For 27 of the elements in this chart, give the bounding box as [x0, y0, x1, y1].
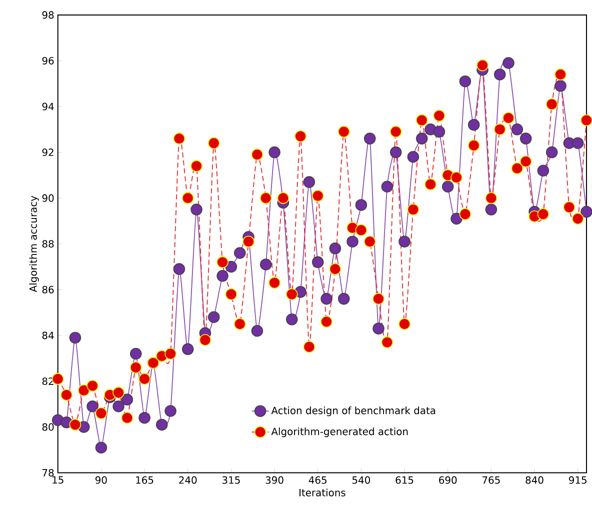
x-tick-label: 465	[308, 476, 326, 484]
x-tick-label: 765	[482, 476, 500, 484]
x-tick-label: 90	[95, 476, 107, 484]
legend-label: Algorithm-generated action	[271, 428, 408, 438]
y-tick-label: 96	[42, 57, 54, 65]
y-tick-label: 84	[42, 332, 54, 340]
y-tick-label: 92	[42, 148, 54, 156]
x-tick-label: 15	[52, 476, 64, 484]
x-tick-label: 315	[222, 476, 240, 484]
y-tick-label: 80	[42, 423, 54, 431]
y-tick-label: 78	[42, 469, 54, 477]
x-tick-label: 390	[266, 476, 284, 484]
legend-label: Action design of benchmark data	[271, 406, 436, 416]
y-tick-label: 88	[42, 240, 54, 248]
y-tick-label: 98	[42, 11, 54, 19]
y-axis-title: Algorithm accuracy	[29, 196, 39, 292]
x-tick-label: 840	[526, 476, 544, 484]
y-tick-label: 94	[42, 102, 54, 110]
x-tick-label: 540	[352, 476, 370, 484]
x-tick-label: 690	[439, 476, 457, 484]
x-tick-label: 615	[396, 476, 414, 484]
x-tick-label: 240	[179, 476, 197, 484]
y-tick-label: 86	[42, 286, 54, 294]
x-axis-title: Iterations	[300, 488, 346, 497]
y-tick-label: 90	[42, 194, 54, 202]
x-tick-label: 915	[568, 476, 586, 484]
x-tick-label: 165	[136, 476, 154, 484]
